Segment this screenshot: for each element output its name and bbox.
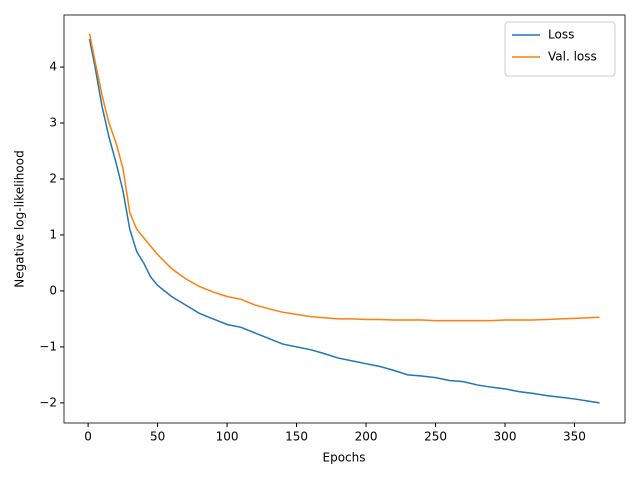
- x-tick-label: 0: [84, 430, 92, 444]
- y-tick-label: 3: [49, 116, 57, 130]
- y-tick-label: 1: [49, 227, 57, 241]
- y-tick-label: −2: [39, 395, 57, 409]
- x-tick-label: 100: [216, 430, 239, 444]
- line-series: [88, 38, 600, 404]
- y-tick-label: 4: [49, 60, 57, 74]
- y-axis-label: Negative log-likelihood: [13, 150, 27, 287]
- x-tick-label: 50: [150, 430, 165, 444]
- y-tick-label: 0: [49, 283, 57, 297]
- x-tick-label: 200: [355, 430, 378, 444]
- x-tick-label: 350: [563, 430, 586, 444]
- x-tick-label: 150: [285, 430, 308, 444]
- x-tick-label: 250: [424, 430, 447, 444]
- plot-frame: [63, 14, 626, 424]
- legend-label: Val. loss: [548, 50, 597, 64]
- x-tick-label: 300: [494, 430, 517, 444]
- x-axis-label: Epochs: [323, 451, 366, 465]
- y-tick-label: −1: [39, 339, 57, 353]
- y-tick-label: 2: [49, 171, 57, 185]
- legend-label: Loss: [548, 28, 574, 42]
- line-series: [88, 33, 600, 322]
